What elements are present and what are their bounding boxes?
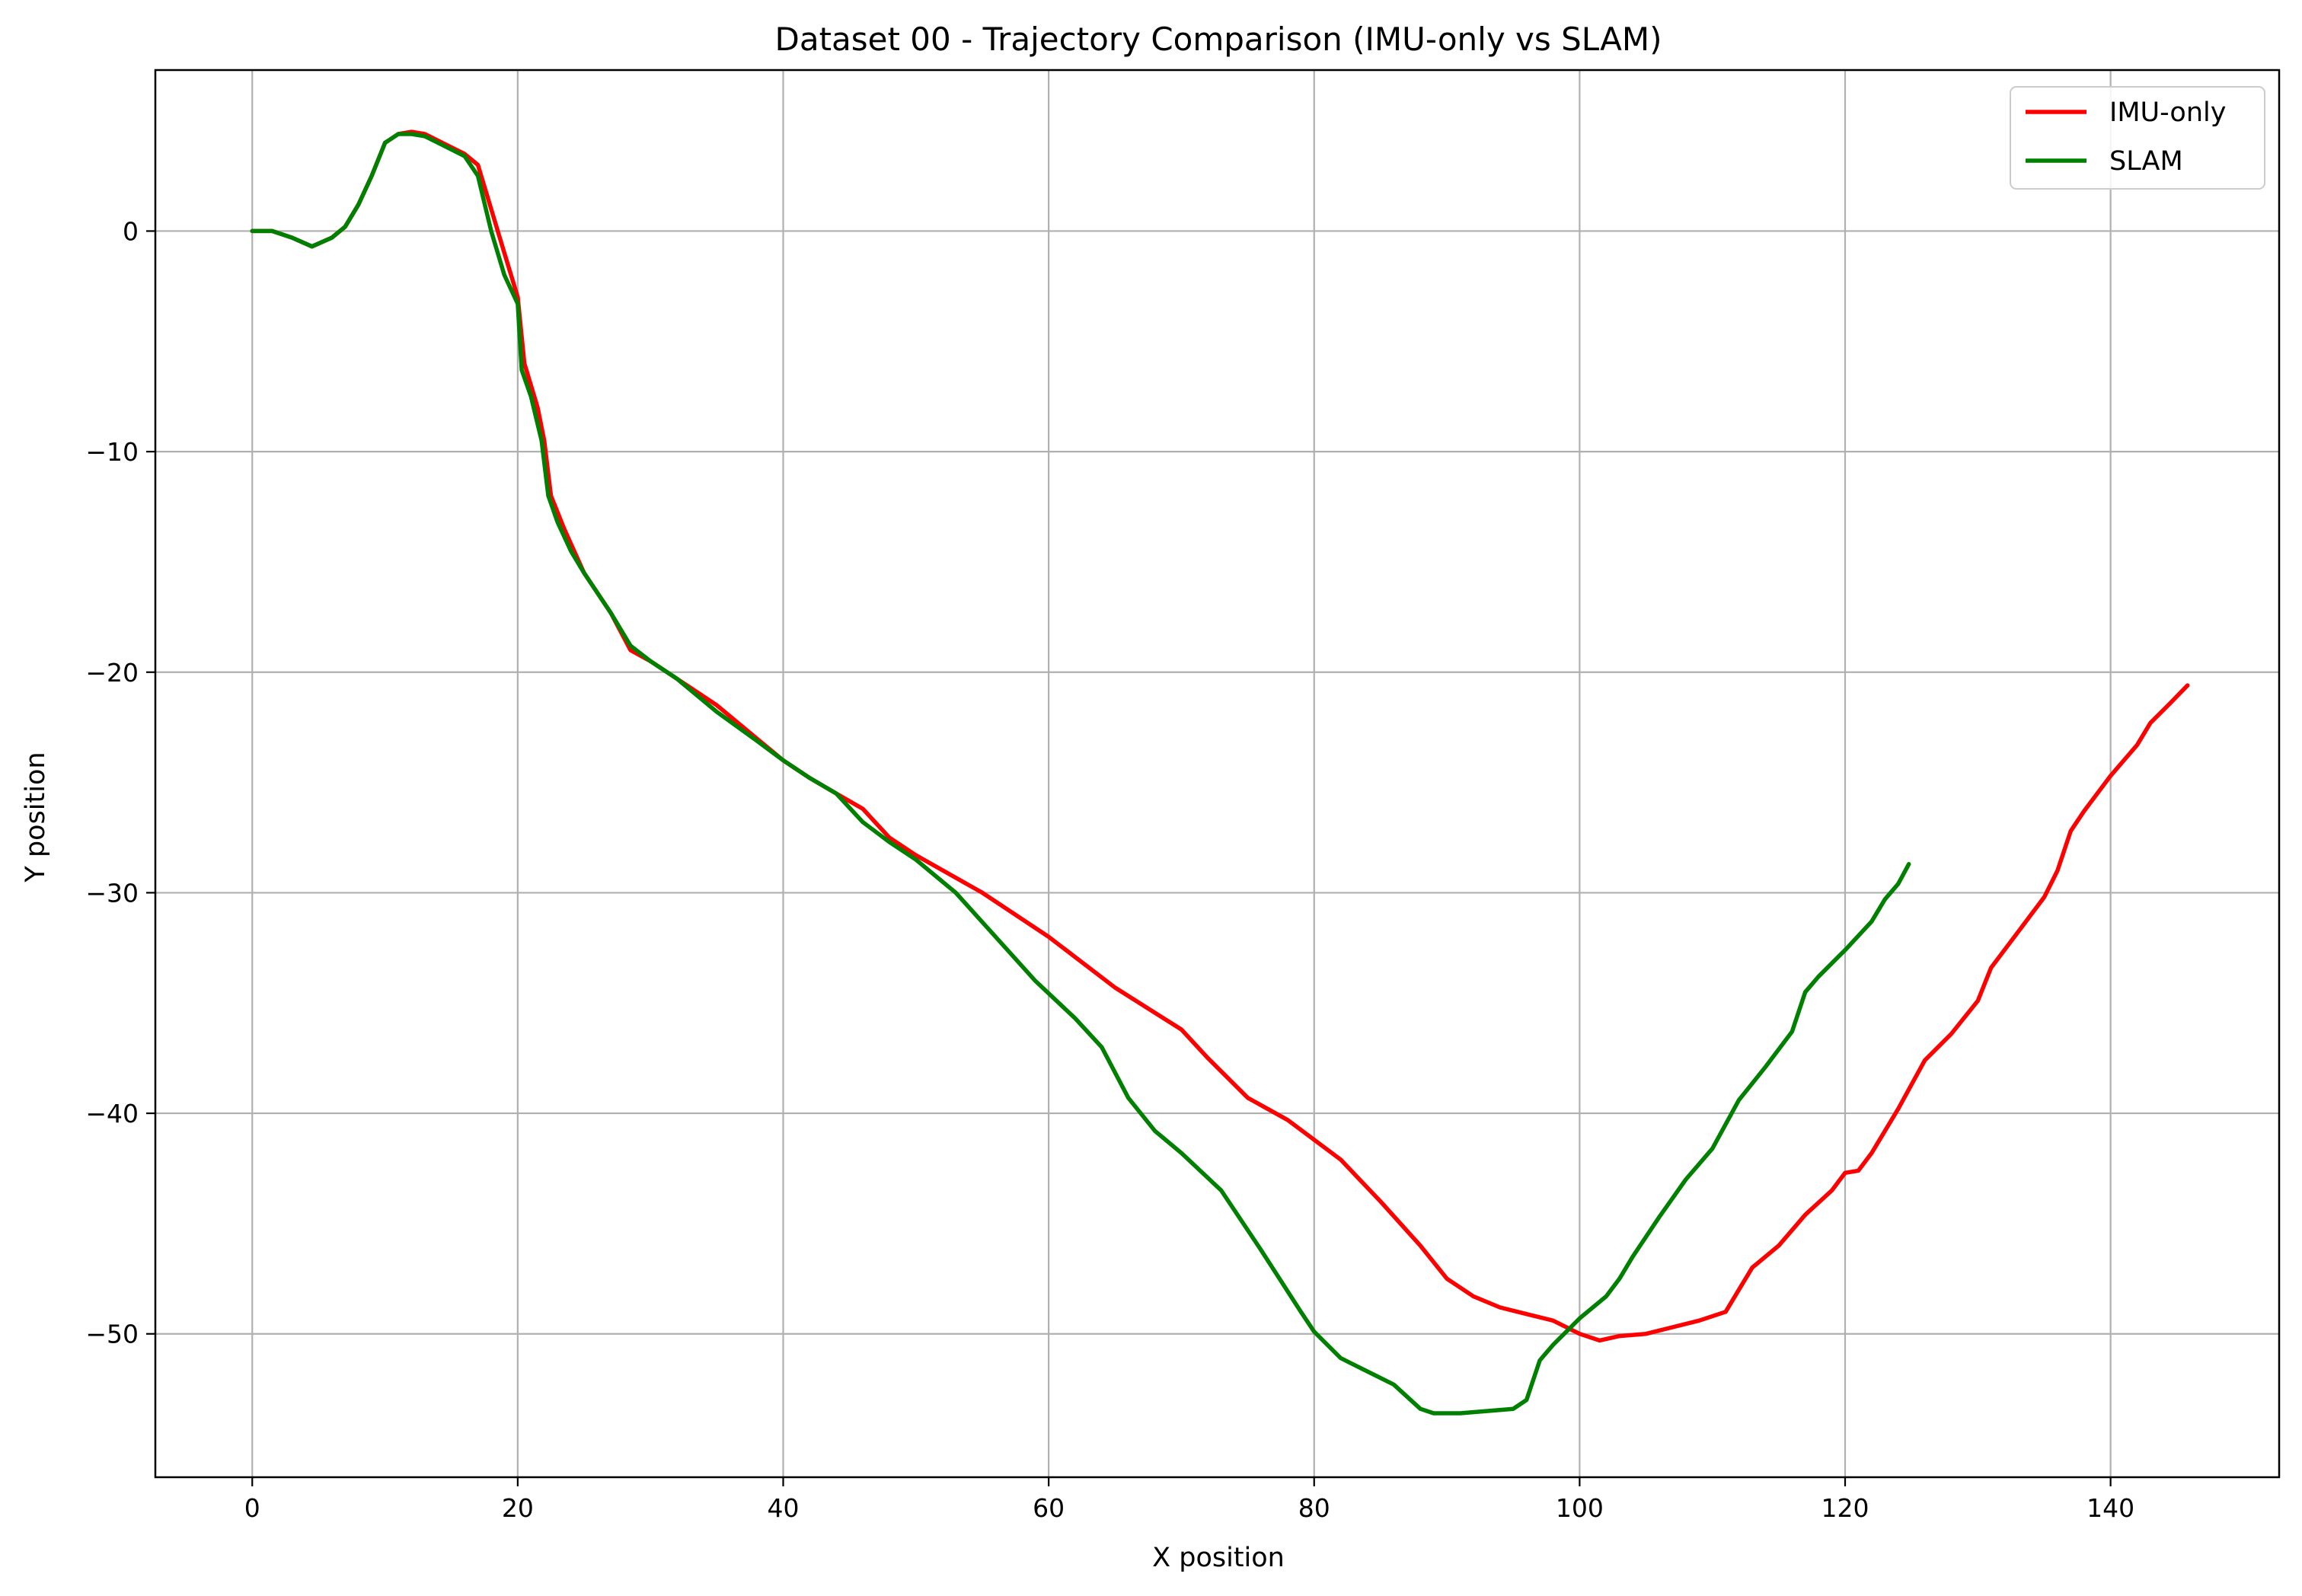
y-tick-label: −30 xyxy=(85,878,139,908)
series-lines xyxy=(250,129,2190,1416)
x-tick-label: 40 xyxy=(767,1493,799,1523)
y-tick-label: −20 xyxy=(85,658,139,688)
x-axis-label: X position xyxy=(1152,1543,1285,1573)
chart-title: Dataset 00 - Trajectory Comparison (IMU-… xyxy=(774,21,1662,58)
x-tick-label: 140 xyxy=(2086,1493,2134,1523)
y-axis-label: Y position xyxy=(21,752,51,883)
series-line-slam xyxy=(250,132,1911,1416)
x-tick-label: 80 xyxy=(1298,1493,1330,1523)
y-tick-label: −40 xyxy=(85,1099,139,1128)
y-tick-label: 0 xyxy=(123,216,139,246)
x-tick-label: 100 xyxy=(1556,1493,1604,1523)
x-tick-label: 60 xyxy=(1033,1493,1065,1523)
legend-label: IMU-only xyxy=(2109,97,2226,128)
y-tick-label: −10 xyxy=(85,437,139,467)
x-tick-label: 120 xyxy=(1821,1493,1869,1523)
x-tick-label: 20 xyxy=(502,1493,534,1523)
legend: IMU-only SLAM xyxy=(2010,86,2265,190)
plot-frame xyxy=(154,69,2281,1479)
y-tick-label: −50 xyxy=(85,1320,139,1349)
grid xyxy=(155,70,2279,1477)
x-tick-label: 0 xyxy=(244,1493,260,1523)
legend-label: SLAM xyxy=(2109,146,2183,177)
axis-ticks: 0 20 40 60 80 100 120 140 0 −10 −20 −30 −40 −50 xyxy=(85,216,2134,1523)
